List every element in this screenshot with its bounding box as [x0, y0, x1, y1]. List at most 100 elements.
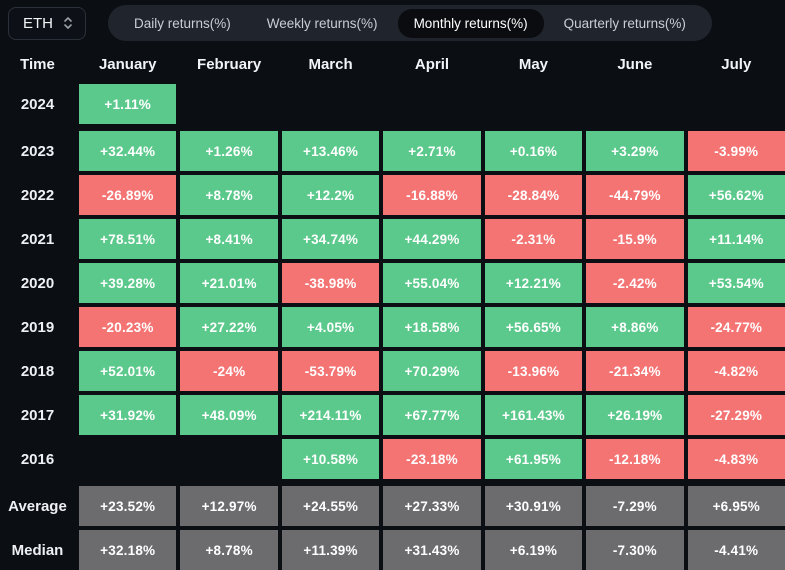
updown-chevron-icon — [63, 16, 73, 30]
table-row-2016: 2016 +10.58% -23.18% +61.95% -12.18% -4.83% — [0, 439, 785, 479]
table-cell — [688, 84, 785, 124]
table-row-2020: 2020 +39.28% +21.01% -38.98% +55.04% +12.21% -… — [0, 263, 785, 303]
table-cell: +3.29% — [586, 131, 684, 171]
table-cell: -13.96% — [484, 351, 583, 391]
table-cell — [485, 84, 582, 124]
table-cell: +78.51% — [79, 219, 177, 259]
table-cell: -7.29% — [586, 486, 684, 526]
table-cell: +52.01% — [79, 351, 177, 391]
table-cell: +56.65% — [484, 307, 583, 347]
table-cell: -4.82% — [687, 351, 785, 391]
column-header-time: Time — [20, 55, 55, 73]
row-label: Average — [8, 497, 67, 515]
table-cell: +34.74% — [281, 219, 380, 259]
table-cell: -12.18% — [586, 439, 684, 479]
table-cell: +27.22% — [180, 307, 278, 347]
row-label: 2019 — [20, 318, 55, 336]
table-cell: +10.58% — [281, 439, 380, 479]
table-cell: -16.88% — [383, 175, 481, 215]
table-cell: -2.42% — [586, 263, 684, 303]
table-cell: +21.01% — [180, 263, 278, 303]
tab-quarterly[interactable]: Quarterly returns(%) — [548, 9, 702, 38]
table-cell: +32.18% — [79, 530, 177, 570]
table-cell: -2.31% — [484, 219, 583, 259]
table-cell: +55.04% — [383, 263, 481, 303]
row-label: Median — [11, 541, 64, 559]
table-row-2021: 2021 +78.51% +8.41% +34.74% +44.29% -2.31% -15… — [0, 219, 785, 259]
table-row-median: Median +32.18% +8.78% +11.39% +31.43% +6.19% -… — [0, 530, 785, 570]
table-cell: +31.43% — [383, 530, 481, 570]
table-cell: -24% — [180, 351, 278, 391]
column-header-july: July — [721, 55, 752, 73]
table-cell: +32.44% — [79, 131, 177, 171]
table-cell: +12.2% — [281, 175, 380, 215]
column-header-march: March — [308, 55, 353, 73]
table-cell: +67.77% — [383, 395, 481, 435]
table-cell: +12.21% — [484, 263, 583, 303]
table-cell: -28.84% — [484, 175, 583, 215]
table-cell: +12.97% — [180, 486, 278, 526]
table-cell: -26.89% — [79, 175, 177, 215]
table-cell: +8.41% — [180, 219, 278, 259]
returns-period-tabs: Daily returns(%) Weekly returns(%) Monthly… — [108, 5, 712, 41]
table-row-average: Average +23.52% +12.97% +24.55% +27.33% +30.9… — [0, 486, 785, 526]
table-cell: +70.29% — [383, 351, 481, 391]
tab-weekly[interactable]: Weekly returns(%) — [251, 9, 394, 38]
row-label: 2016 — [20, 450, 55, 468]
row-label: 2023 — [20, 142, 55, 160]
tab-monthly[interactable]: Monthly returns(%) — [397, 8, 544, 38]
column-header-january: January — [98, 55, 157, 73]
top-bar: ETH Daily returns(%) Weekly returns(%) Mon… — [0, 0, 785, 46]
row-label: 2024 — [20, 95, 55, 113]
table-cell: +24.55% — [281, 486, 380, 526]
symbol-selector[interactable]: ETH — [8, 6, 86, 40]
table-cell: +39.28% — [79, 263, 177, 303]
table-cell: -24.77% — [687, 307, 785, 347]
table-cell: +161.43% — [484, 395, 583, 435]
row-label: 2020 — [20, 274, 55, 292]
row-label: 2021 — [20, 230, 55, 248]
table-cell — [282, 84, 379, 124]
table-cell: +6.95% — [687, 486, 785, 526]
table-cell: +26.19% — [586, 395, 684, 435]
column-header-april: April — [414, 55, 450, 73]
table-cell: +2.71% — [383, 131, 481, 171]
table-cell: +4.05% — [281, 307, 380, 347]
row-label: 2022 — [20, 186, 55, 204]
table-cell: +11.14% — [687, 219, 785, 259]
table-cell — [383, 84, 480, 124]
table-cell: -7.30% — [586, 530, 684, 570]
table-cell: -38.98% — [281, 263, 380, 303]
table-cell: -23.18% — [383, 439, 481, 479]
table-cell: +8.78% — [180, 175, 278, 215]
table-cell: +1.11% — [79, 84, 177, 124]
table-row-2024: 2024 +1.11% — [0, 84, 785, 124]
table-cell: -15.9% — [586, 219, 684, 259]
table-cell: +11.39% — [281, 530, 380, 570]
table-row-2017: 2017 +31.92% +48.09% +214.11% +67.77% +161.43… — [0, 395, 785, 435]
table-row-2022: 2022 -26.89% +8.78% +12.2% -16.88% -28.84% -44… — [0, 175, 785, 215]
table-cell: +44.29% — [383, 219, 481, 259]
table-row-2018: 2018 +52.01% -24% -53.79% +70.29% -13.96% -21.… — [0, 351, 785, 391]
row-label: 2017 — [20, 406, 55, 424]
table-cell: -3.99% — [687, 131, 785, 171]
table-cell — [79, 439, 176, 479]
table-cell: +56.62% — [687, 175, 785, 215]
tab-daily[interactable]: Daily returns(%) — [118, 9, 247, 38]
table-cell: +8.86% — [586, 307, 684, 347]
table-cell: +0.16% — [484, 131, 583, 171]
column-header-may: May — [518, 55, 549, 73]
table-row-2023: 2023 +32.44% +1.26% +13.46% +2.71% +0.16% +3.2… — [0, 131, 785, 171]
table-cell — [586, 84, 683, 124]
table-cell: +18.58% — [383, 307, 481, 347]
table-cell — [180, 439, 277, 479]
table-cell: +6.19% — [484, 530, 583, 570]
table-cell: +31.92% — [79, 395, 177, 435]
table-cell: +48.09% — [180, 395, 278, 435]
table-cell: +27.33% — [383, 486, 481, 526]
table-cell: -21.34% — [586, 351, 684, 391]
returns-table: Time January February March April May June July… — [0, 46, 785, 570]
table-cell: -53.79% — [281, 351, 380, 391]
table-cell: +61.95% — [484, 439, 583, 479]
table-cell: -20.23% — [79, 307, 177, 347]
